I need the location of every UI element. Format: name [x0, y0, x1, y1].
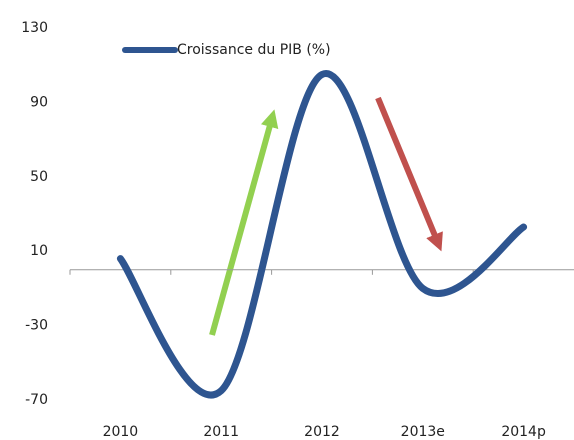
x-tick-label: 2014p	[501, 424, 546, 440]
legend-label: Croissance du PIB (%)	[177, 42, 331, 58]
y-tick-label: 10	[30, 243, 48, 259]
x-tick-label: 2011	[203, 424, 239, 440]
x-tick-label: 2010	[103, 424, 139, 440]
y-tick-label: -70	[25, 392, 48, 408]
x-tick-label: 2012	[304, 424, 340, 440]
y-tick-label: 50	[30, 169, 48, 185]
legend: Croissance du PIB (%)	[122, 42, 331, 58]
down-arrow	[375, 96, 443, 252]
y-tick-label: 90	[30, 94, 48, 110]
line-series	[116, 70, 528, 399]
x-tick-label: 2013e	[401, 424, 445, 440]
y-tick-label: 130	[21, 20, 48, 36]
up-arrow	[209, 109, 279, 336]
y-tick-label: -30	[25, 318, 48, 334]
